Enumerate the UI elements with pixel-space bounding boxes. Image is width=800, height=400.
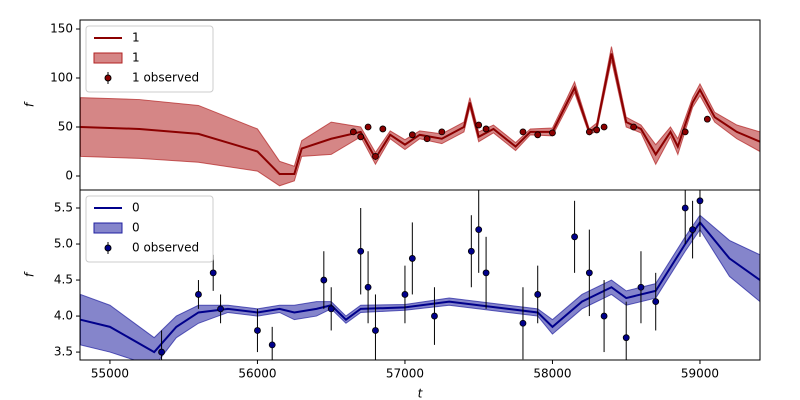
observed-point	[423, 135, 431, 143]
observed-point	[593, 126, 601, 134]
observed-point	[209, 269, 217, 277]
observed-point	[408, 255, 416, 262]
y-tick-label: 4.0	[54, 309, 73, 323]
y-tick-label: 5.5	[54, 201, 73, 215]
plot-area	[80, 46, 760, 187]
x-tick-label: 57000	[386, 367, 424, 381]
observed-point	[195, 291, 202, 298]
observed-point	[401, 291, 409, 298]
observed-point	[467, 247, 475, 255]
y-tick-label: 0	[65, 168, 73, 182]
observed-point	[475, 226, 483, 234]
y-tick-label: 50	[58, 119, 73, 133]
observed-point	[482, 269, 490, 277]
legend-label: 0 observed	[132, 241, 199, 255]
observed-point	[534, 131, 542, 139]
legend-box	[85, 25, 214, 93]
legend-label: 0	[132, 221, 140, 235]
legend-label: 0	[132, 201, 140, 215]
legend-band	[93, 222, 123, 234]
observed-point	[364, 123, 372, 131]
observed-point	[585, 269, 593, 277]
plot-area	[80, 190, 760, 360]
legend-label: 1	[132, 51, 140, 65]
observed-point	[349, 128, 357, 136]
legend-label: 1	[132, 31, 140, 45]
observed-point	[431, 312, 438, 320]
observed-point	[652, 298, 660, 306]
legend-box	[85, 195, 214, 263]
y-tick-label: 150	[50, 22, 73, 36]
x-tick-label: 55000	[91, 367, 129, 381]
observed-point	[571, 233, 578, 241]
y-axis-label: f	[23, 101, 37, 107]
observed-point	[703, 115, 711, 123]
legend-label: 1 observed	[132, 71, 199, 85]
observed-point	[534, 291, 542, 298]
observed-point	[585, 128, 593, 136]
x-tick-label: 59000	[681, 367, 719, 381]
observed-point	[254, 327, 261, 334]
x-axis-label: t	[418, 387, 424, 400]
observed-point	[320, 276, 328, 284]
observed-point	[696, 197, 704, 205]
observed-point	[268, 341, 276, 349]
legend-band	[93, 52, 123, 64]
observed-point	[475, 121, 483, 129]
observed-point	[372, 327, 379, 334]
observed-point	[482, 125, 490, 133]
axes-frame	[79, 189, 761, 361]
y-tick-label: 4.5	[54, 273, 73, 287]
observed-point	[637, 283, 645, 291]
observed-point	[549, 129, 556, 137]
y-axis-label: f	[23, 271, 37, 277]
observed-point	[357, 247, 365, 255]
observed-point	[689, 226, 696, 234]
confidence-band	[80, 46, 760, 187]
observed-point	[519, 319, 527, 327]
observed-point	[681, 204, 689, 212]
model-line	[80, 53, 760, 176]
observed-point	[379, 125, 387, 133]
observed-point	[408, 131, 416, 139]
y-tick-label: 3.5	[54, 345, 73, 359]
observed-point	[158, 348, 165, 356]
observed-point	[600, 123, 608, 131]
x-tick-label: 58000	[533, 367, 571, 381]
x-tick-label: 56000	[238, 367, 276, 381]
observed-point	[519, 128, 527, 136]
observed-point	[600, 312, 608, 320]
observed-point	[681, 128, 689, 136]
legend-marker	[104, 74, 112, 82]
observed-point	[372, 152, 379, 160]
y-tick-label: 100	[50, 71, 73, 85]
observed-point	[357, 133, 365, 141]
observed-point	[622, 334, 630, 342]
observed-point	[438, 128, 446, 136]
observed-point	[327, 305, 335, 313]
observed-point	[364, 283, 372, 291]
observed-point	[630, 123, 637, 131]
observed-point	[217, 305, 224, 313]
y-tick-label: 5.0	[54, 237, 73, 251]
legend-marker	[104, 244, 112, 252]
